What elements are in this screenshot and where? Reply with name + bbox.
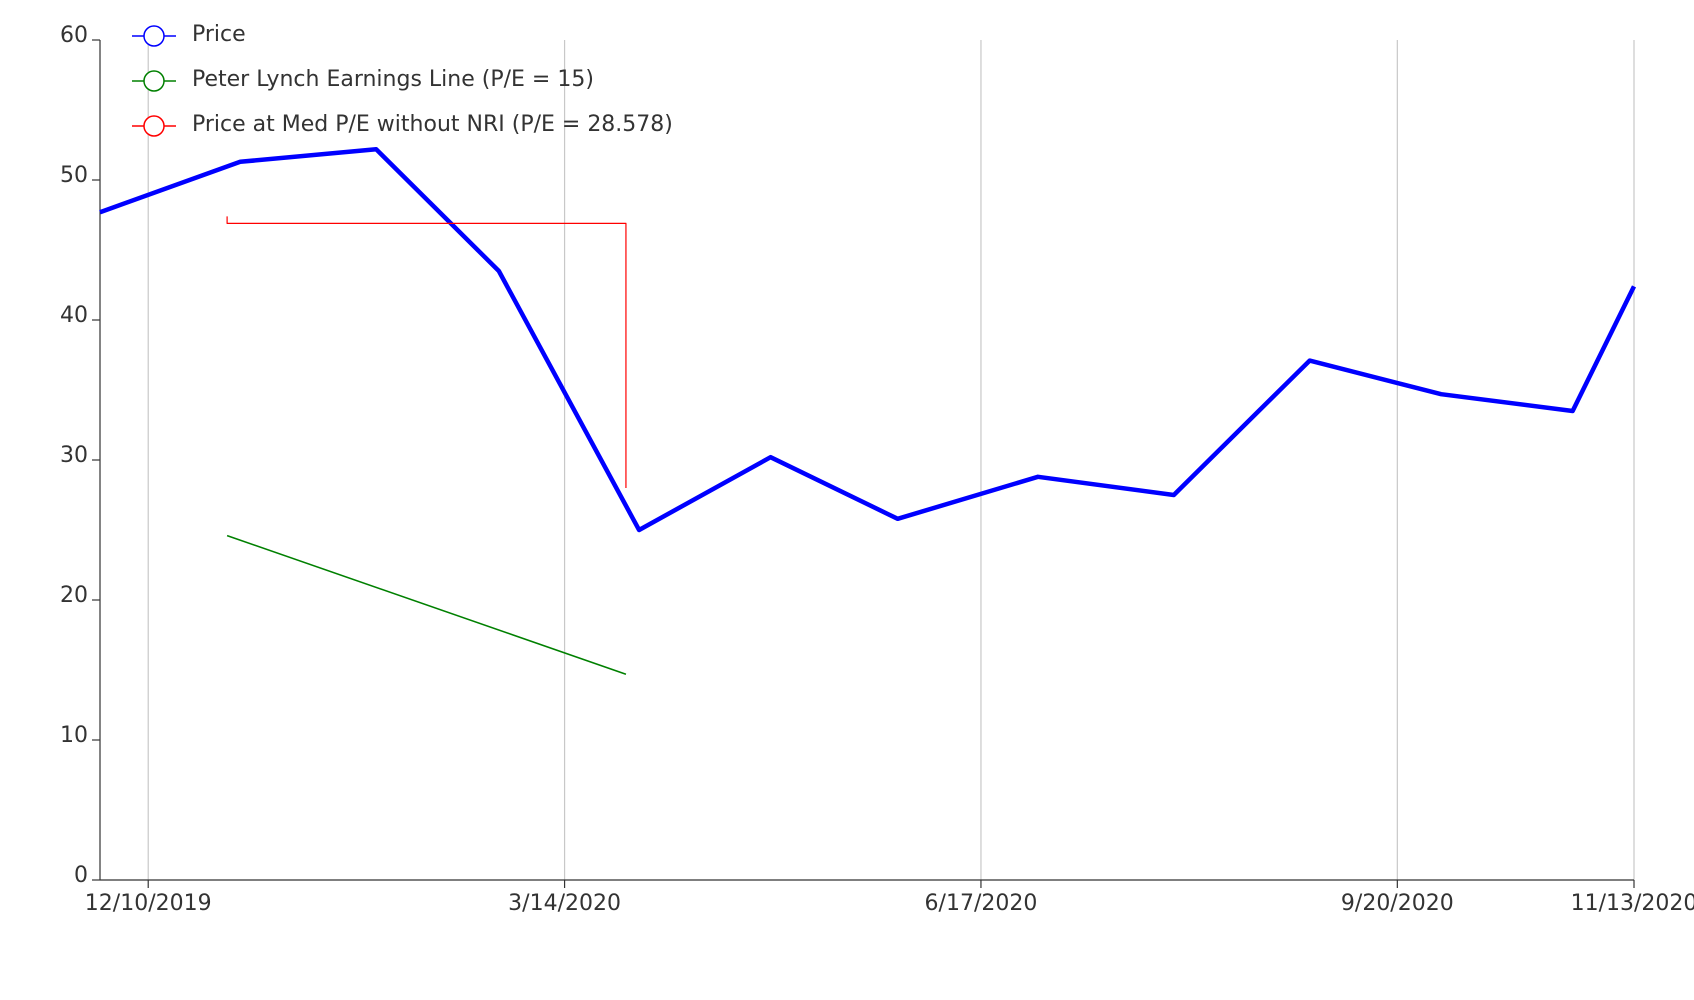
legend-marker [143, 70, 165, 92]
x-tick-label: 3/14/2020 [508, 891, 621, 916]
series-line [226, 534, 627, 675]
series-line [226, 216, 627, 488]
x-tick-label: 6/17/2020 [925, 891, 1038, 916]
x-tick-label: 9/20/2020 [1341, 891, 1454, 916]
legend-label: Price [192, 22, 246, 47]
y-tick-label: 30 [60, 443, 88, 468]
y-tick-label: 10 [60, 723, 88, 748]
y-tick-label: 60 [60, 23, 88, 48]
series-line [99, 146, 1637, 533]
y-tick-label: 40 [60, 303, 88, 328]
x-tick-label: 12/10/2019 [85, 891, 212, 916]
x-tick-label: 11/13/2020 [1571, 891, 1694, 916]
legend-label: Peter Lynch Earnings Line (P/E = 15) [192, 67, 594, 92]
y-tick-label: 0 [74, 863, 88, 888]
y-tick-label: 50 [60, 163, 88, 188]
legend-marker [143, 25, 165, 47]
legend-marker [143, 115, 165, 137]
legend-label: Price at Med P/E without NRI (P/E = 28.5… [192, 112, 673, 137]
y-tick-label: 20 [60, 583, 88, 608]
